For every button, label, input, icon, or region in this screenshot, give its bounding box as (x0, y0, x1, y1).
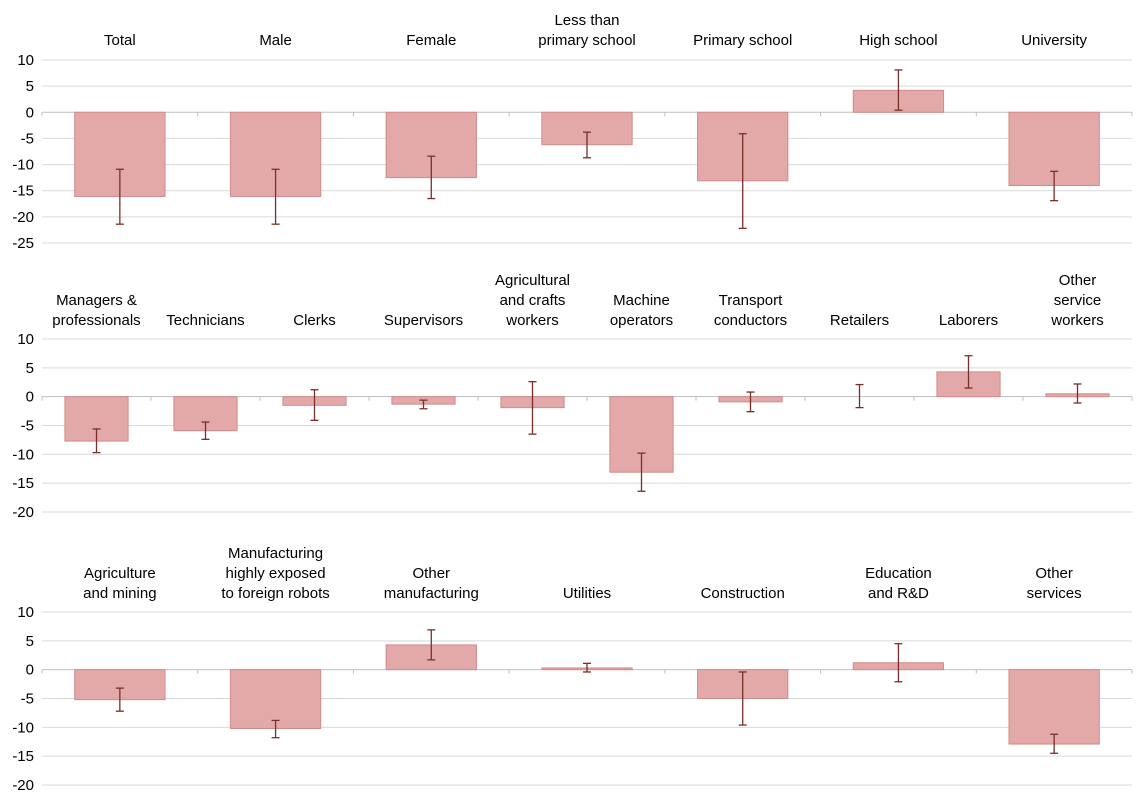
category-label: professionals (52, 312, 140, 329)
category-label: and crafts (500, 292, 566, 309)
y-tick-label: 5 (26, 360, 34, 377)
category-label: High school (859, 32, 937, 49)
category-label: Transport (719, 292, 783, 309)
category-label: Retailers (830, 312, 889, 329)
category-label: primary school (538, 32, 636, 49)
category-label: Primary school (693, 32, 792, 49)
y-tick-label: -20 (12, 209, 34, 226)
category-label: Other (1059, 272, 1097, 289)
bar (1008, 669, 1100, 745)
category-label: workers (505, 312, 559, 329)
y-tick-label: -20 (12, 777, 34, 792)
category-label: Agricultural (495, 272, 570, 289)
category-label: Female (406, 32, 456, 49)
category-label: Education (865, 565, 932, 582)
y-tick-label: 5 (26, 78, 34, 95)
y-tick-label: 10 (17, 52, 34, 69)
y-tick-label: 10 (17, 604, 34, 621)
y-tick-label: -10 (12, 719, 34, 736)
y-tick-label: 5 (26, 633, 34, 650)
y-tick-label: 0 (26, 662, 34, 679)
y-tick-label: -10 (12, 446, 34, 463)
y-tick-label: -15 (12, 475, 34, 492)
y-tick-label: -5 (21, 418, 34, 435)
y-tick-label: 0 (26, 389, 34, 406)
category-label: workers (1050, 312, 1104, 329)
y-tick-label: -15 (12, 183, 34, 200)
category-label: manufacturing (384, 585, 479, 602)
category-label: and R&D (868, 585, 929, 602)
category-label: Managers & (56, 292, 137, 309)
y-tick-label: -5 (21, 130, 34, 147)
category-label: Less than (554, 12, 619, 29)
category-label: Supervisors (384, 312, 463, 329)
bar (229, 669, 322, 729)
category-label: Total (104, 32, 136, 49)
category-label: Utilities (563, 585, 611, 602)
panel-industries: 10 5 0 -5 -10 -15 -20 Agriculture and mining Manu… (12, 545, 1133, 794)
category-label: Other (413, 565, 451, 582)
y-tick-label: -5 (21, 691, 34, 708)
category-label: and mining (83, 585, 156, 602)
category-label: Clerks (293, 312, 336, 329)
y-tick-label: -15 (12, 748, 34, 765)
category-label: highly exposed (226, 565, 326, 582)
category-label: Technicians (166, 312, 244, 329)
category-label: to foreign robots (221, 585, 329, 602)
y-tick-label: -20 (12, 504, 34, 521)
category-label: University (1021, 32, 1087, 49)
y-tick-label: 0 (26, 104, 34, 121)
panel-demographics: 10 5 0 -5 -10 -15 -20 -25 Total Male Female Less th… (12, 12, 1133, 252)
category-label: Male (259, 32, 292, 49)
category-label: Construction (701, 585, 785, 602)
y-tick-label: -10 (12, 157, 34, 174)
category-label: Machine (613, 292, 670, 309)
y-tick-label: 10 (17, 331, 34, 348)
category-label: conductors (714, 312, 787, 329)
category-label: Manufacturing (228, 545, 323, 562)
y-tick-label: -25 (12, 235, 34, 252)
category-label: Laborers (939, 312, 998, 329)
category-label: service (1054, 292, 1102, 309)
category-label: services (1027, 585, 1082, 602)
category-label: operators (610, 312, 673, 329)
category-label: Other (1035, 565, 1073, 582)
panel-occupations: 10 5 0 -5 -10 -15 -20 Managers & professionals Te… (12, 272, 1133, 521)
category-label: Agriculture (84, 565, 156, 582)
